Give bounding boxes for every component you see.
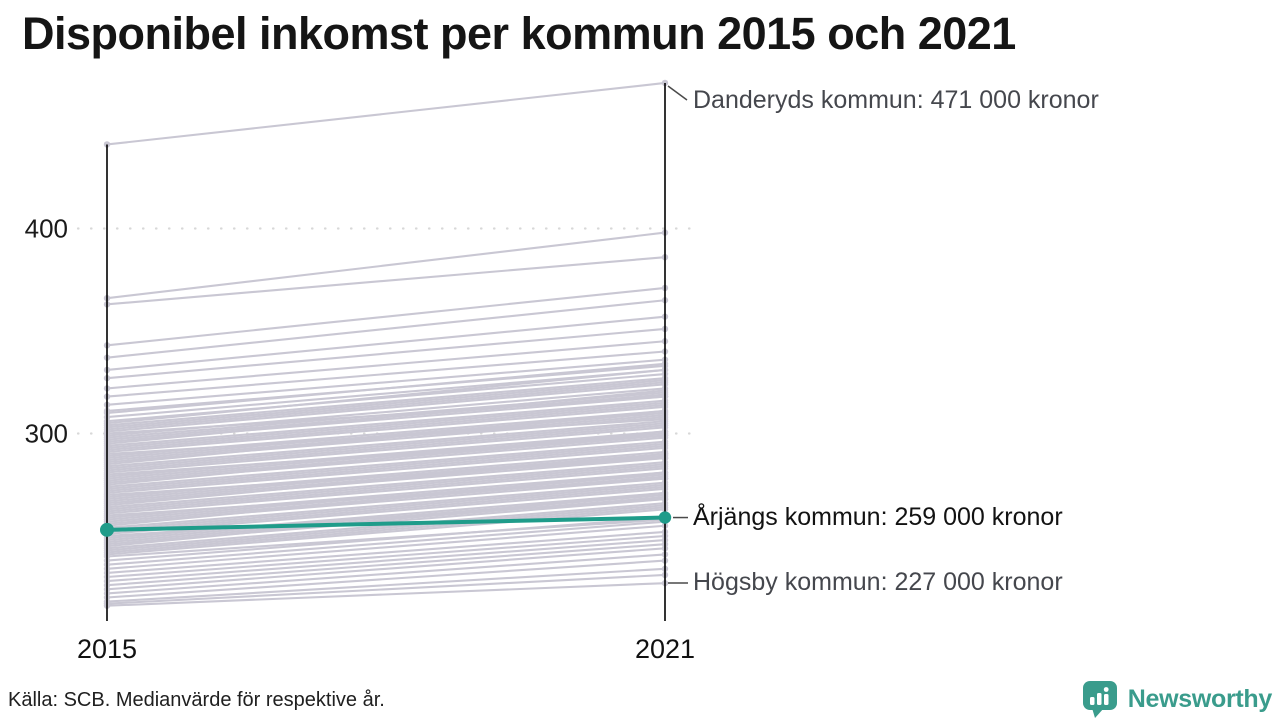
slope-line xyxy=(106,481,666,529)
slope-line xyxy=(106,399,666,447)
slope-line xyxy=(106,502,666,550)
newsworthy-logo: Newsworthy xyxy=(1082,680,1272,718)
y-tick-label: 400 xyxy=(25,214,68,244)
slope-line xyxy=(106,286,666,347)
leader-danderyd xyxy=(667,85,688,101)
slope-line xyxy=(106,450,666,499)
slope-line xyxy=(106,299,666,359)
slope-line xyxy=(106,405,666,453)
slope-line xyxy=(106,504,666,552)
slope-line xyxy=(106,539,666,583)
slope-line xyxy=(106,426,666,474)
slope-line xyxy=(106,534,666,579)
slope-line xyxy=(106,530,666,574)
slope-line xyxy=(106,350,666,398)
slope-line xyxy=(106,256,666,306)
slope-line xyxy=(106,383,666,433)
slope-line xyxy=(106,483,666,531)
slope-line xyxy=(106,81,666,146)
slope-line xyxy=(106,491,666,540)
slope-line xyxy=(106,440,666,488)
slope-line xyxy=(106,387,666,437)
slope-line xyxy=(106,368,666,425)
slope-line xyxy=(106,403,666,451)
slope-line xyxy=(106,377,666,427)
slope-line xyxy=(106,508,666,556)
x-axis-label: 2015 xyxy=(77,634,137,664)
slope-line xyxy=(106,524,666,570)
highlight-dot-2021 xyxy=(658,511,672,524)
slope-line xyxy=(106,379,666,429)
slope-line xyxy=(106,520,666,566)
slope-line xyxy=(106,430,666,486)
highlight-dot-2015 xyxy=(100,522,114,537)
annotation-hogsby: Högsby kommun: 227 000 kronor xyxy=(693,568,1063,596)
slope-line xyxy=(106,485,666,533)
slope-line xyxy=(106,424,666,472)
slope-line xyxy=(106,547,666,591)
newsworthy-logo-text: Newsworthy xyxy=(1127,684,1273,713)
slope-line xyxy=(106,409,666,458)
slope-line xyxy=(106,452,666,507)
slope-line xyxy=(106,506,666,554)
annotation-danderyd: Danderyds kommun: 471 000 kronor xyxy=(693,86,1099,114)
slope-line xyxy=(106,444,666,492)
slope-line xyxy=(106,553,666,595)
slope-line xyxy=(106,315,666,371)
slope-line xyxy=(106,430,666,478)
slope-line xyxy=(106,582,666,607)
slope-line xyxy=(106,442,666,490)
slope-line xyxy=(106,389,666,445)
source-note: Källa: SCB. Medianvärde för respektive å… xyxy=(8,689,385,711)
slope-line xyxy=(106,471,666,527)
slope-line xyxy=(106,420,666,468)
slope-line xyxy=(106,358,666,406)
x-axis-label: 2021 xyxy=(635,634,695,664)
slope-line xyxy=(106,491,666,548)
slope-line xyxy=(106,409,666,466)
slope-line xyxy=(106,231,666,300)
slope-line xyxy=(106,516,666,562)
slope-line xyxy=(106,340,666,390)
slope-line xyxy=(106,461,666,509)
slope-line xyxy=(106,467,666,515)
slope-line xyxy=(106,543,666,587)
slope-line xyxy=(106,401,666,449)
slope-line xyxy=(106,471,666,519)
slope-line xyxy=(106,567,666,603)
slope-line xyxy=(106,573,666,605)
highlight-line xyxy=(106,515,666,532)
slope-line xyxy=(106,463,666,511)
slope-line xyxy=(106,559,666,599)
slope-line xyxy=(106,381,666,431)
slope-line xyxy=(106,446,666,494)
slope-line xyxy=(106,362,666,415)
slope-line xyxy=(106,327,666,380)
newsworthy-logo-icon xyxy=(1082,681,1117,718)
annotation-arjang: Årjängs kommun: 259 000 kronor xyxy=(693,503,1063,531)
chart-title: Disponibel inkomst per kommun 2015 och 2… xyxy=(22,8,1016,59)
slope-line xyxy=(106,465,666,513)
slope-line xyxy=(106,422,666,470)
y-tick-label: 300 xyxy=(25,419,68,449)
